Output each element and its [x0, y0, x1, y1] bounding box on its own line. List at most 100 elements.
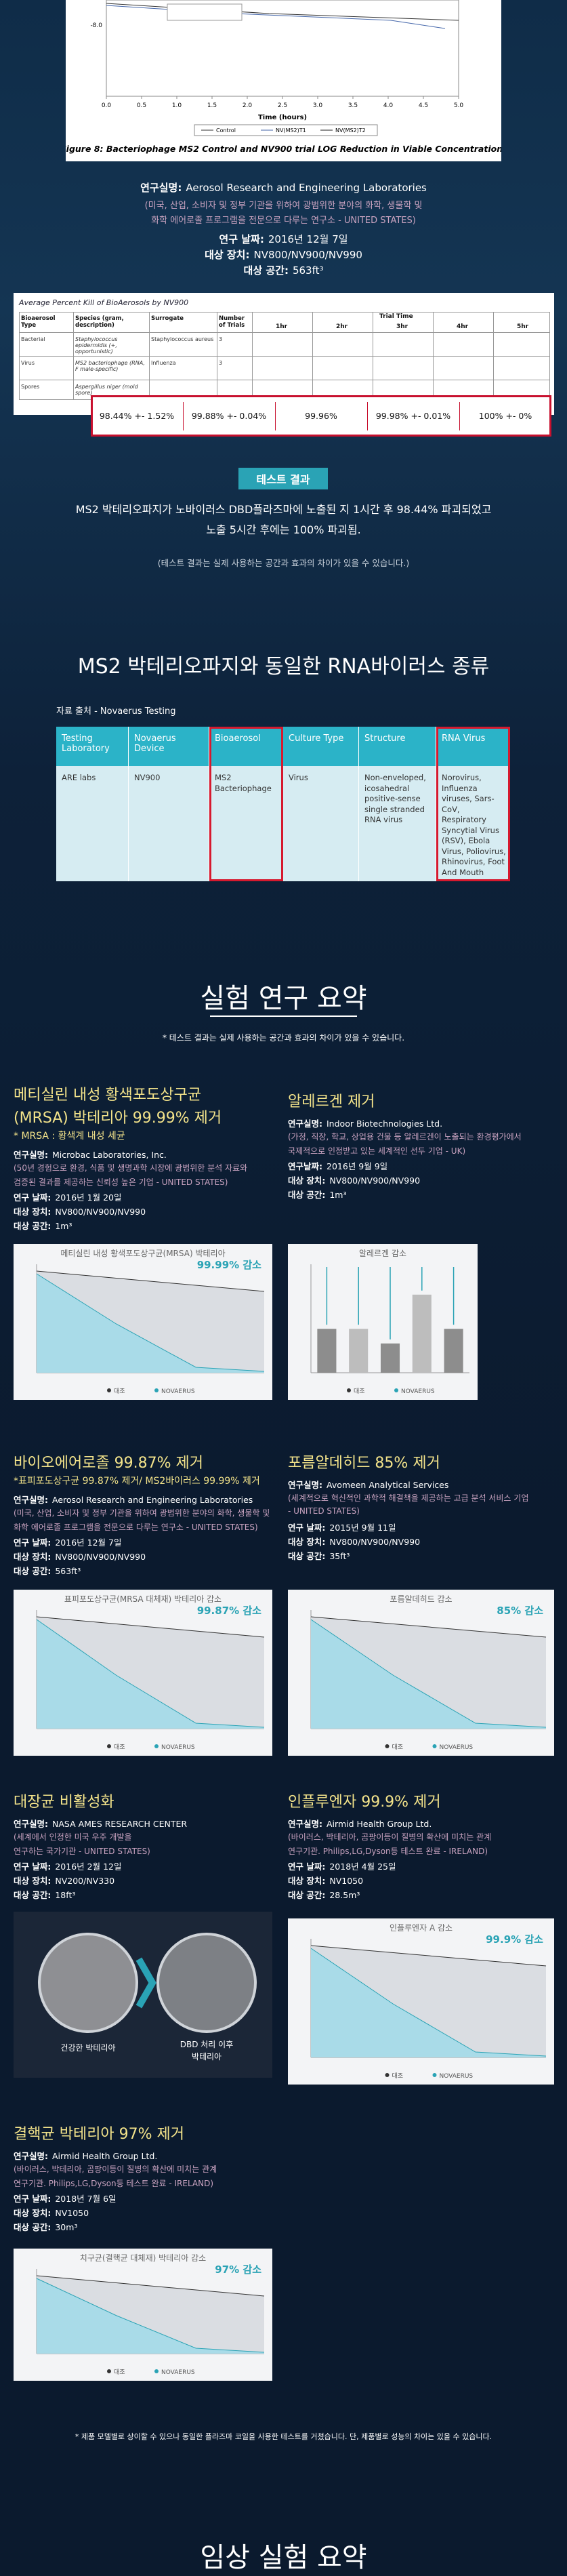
result-note: (테스트 결과는 실제 사용하는 공간과 효과의 차이가 있을 수 있습니다.)	[157, 558, 410, 568]
chart-badge: 99.9% 감소	[486, 1933, 543, 1946]
legend-dot	[432, 2073, 437, 2077]
legend-label: NOVAERUS	[440, 2073, 474, 2080]
source-note: 자료 출처 - Novaerus Testing	[56, 706, 176, 717]
legend-label: 대조	[392, 2072, 404, 2080]
result-badge: 테스트 결과	[238, 468, 328, 489]
x-tick-label: 0.0	[102, 102, 112, 109]
study-subtitle: *표피포도상구균 99.87% 제거/ MS2바이러스 99.99% 제거	[14, 1476, 260, 1487]
study-title: 메티실린 내성 황색포도상구균	[14, 1087, 202, 1104]
table-cell: Influenza	[151, 360, 176, 366]
lab-description: (세계에서 인정한 미국 우주 개발을	[14, 1832, 132, 1842]
novaerus-area	[37, 1274, 264, 1373]
info-line: 연구 날짜: 2016년 2월 12일	[14, 1859, 121, 1872]
info-line: 연구 날짜: 2015년 9월 11일	[288, 1521, 396, 1533]
lab-line: 연구실명: Airmid Health Group Ltd.	[288, 1817, 432, 1830]
lab-line: 연구실명: Indoor Biotechnologies Ltd.	[288, 1116, 442, 1129]
info-value: Aerosol Research and Engineering Laborat…	[52, 1495, 253, 1505]
table-header-cell	[359, 727, 436, 766]
x-tick-label: 1.5	[207, 102, 217, 109]
table-cell: Staphylococcus aureus	[151, 336, 214, 342]
control-line	[310, 1945, 547, 1967]
x-tick-label: 4.0	[383, 102, 394, 109]
control-line	[36, 2275, 265, 2297]
table-rule	[19, 356, 550, 357]
lab-line: 연구실명: Microbac Laboratories, Inc.	[14, 1148, 167, 1161]
figure: -8.0 0.0 0.5 1.0 1.5 2.0 2.5 3.0 3.5 4.0 4.5 5.0 Tim…	[66, 0, 501, 161]
table-header-cell	[129, 727, 209, 766]
info-label: 연구날짜:	[288, 1161, 322, 1171]
healthy-cell	[38, 1933, 138, 2033]
info-value: NV800/NV900/NV990	[55, 1552, 146, 1562]
x-tick-label: 4.5	[419, 102, 428, 109]
lab-description: (세계적으로 혁신적인 과학적 해결책을 제공하는 고급 분석 서비스 기업	[288, 1493, 529, 1503]
legend-dot	[154, 1744, 159, 1748]
results-rule	[367, 402, 368, 430]
info-line: 대상 장치: NV800/NV900/NV990	[288, 1535, 420, 1548]
info-line: 대상 장치: NV800/NV900/NV990	[0, 247, 567, 262]
study-title: 인플루엔자 99.9% 제거	[288, 1794, 441, 1811]
legend-label: NOVAERUS	[161, 1744, 195, 1751]
info-value: 563ft³	[292, 264, 324, 277]
lab-description: (50년 경험으로 환경, 식품 및 생명과학 시장에 광범위한 분석 자료와	[14, 1163, 248, 1173]
y-tick-label: -8.0	[90, 22, 102, 29]
info-line: 대상 공간: 30m³	[14, 2220, 77, 2233]
lab-description: 연구기관. Philips,LG,Dyson등 테스트 완료 - IRELAND…	[288, 1847, 488, 1856]
study-title: (MRSA) 박테리아 99.99% 제거	[14, 1110, 222, 1127]
treated-cell	[156, 1933, 257, 2033]
control-line	[36, 1616, 265, 1638]
table-cell: MS2 Bacteriophage	[215, 773, 272, 793]
results-rule	[275, 402, 276, 430]
info-value: 2015년 9월 11일	[329, 1523, 396, 1533]
bar	[444, 1329, 463, 1373]
legend-label: NOVAERUS	[161, 2369, 195, 2376]
info-value: 2018년 7월 6일	[55, 2194, 117, 2204]
info-line: 대상 장치: NV1050	[288, 1874, 363, 1887]
info-value: Airmid Health Group Ltd.	[52, 2151, 158, 2161]
info-label: 연구 날짜:	[14, 1861, 51, 1872]
table-header: Bioaerosol	[215, 733, 261, 744]
chart-title: 치구균(결핵균 대체재) 박테리아 감소	[80, 2253, 206, 2263]
section-title: MS2 박테리오파지와 동일한 RNA바이러스 종류	[77, 655, 490, 679]
info-value: Avomeen Analytical Services	[327, 1480, 449, 1490]
info-value: 18ft³	[55, 1890, 76, 1900]
info-value: NV1050	[55, 2208, 89, 2218]
result-value: 99.98% +- 0.01%	[375, 411, 451, 421]
results-rule	[183, 402, 184, 430]
lab-line: 연구실명: NASA AMES RESEARCH CENTER	[14, 1817, 187, 1830]
info-line: 연구날짜: 2016년 9월 9일	[288, 1159, 387, 1172]
highlight-box	[436, 727, 510, 881]
table-header: Novaerus Device	[134, 733, 176, 754]
info-label: 대상 공간:	[243, 264, 289, 277]
x-tick-label: 0.5	[137, 102, 146, 109]
x-tick-label: 2.0	[243, 102, 253, 109]
legend-label: NV(MS2)T2	[335, 127, 366, 134]
info-value: NV200/NV330	[55, 1876, 115, 1886]
chart-title: 인플루엔자 A 감소	[390, 1923, 453, 1933]
results-rule	[459, 402, 460, 430]
table-header: 2hr	[336, 323, 348, 330]
info-label: 대상 공간:	[14, 1566, 51, 1576]
legend-dot	[154, 2369, 159, 2373]
info-line: 연구 날짜: 2018년 7월 6일	[14, 2192, 117, 2205]
info-value: 30m³	[55, 2222, 78, 2232]
section-title: 임상 실험 요약	[200, 2542, 367, 2573]
info-line: 연구 날짜: 2016년 12월 7일	[14, 1535, 121, 1548]
legend-label: NOVAERUS	[401, 1388, 435, 1395]
legend-label: NOVAERUS	[161, 1388, 195, 1395]
info-label: 연구 날짜:	[219, 233, 264, 245]
bar	[317, 1329, 337, 1373]
lab-description: (바이러스, 박테리아, 곰팡이등이 질병의 확산에 미치는 관계	[288, 1832, 492, 1842]
lab-description: 연구기관. Philips,LG,Dyson등 테스트 완료 - IRELAND…	[14, 2179, 214, 2188]
legend-dot	[154, 1388, 159, 1392]
info-line: 대상 공간: 1m³	[288, 1188, 347, 1201]
lab-line: 연구실명: Aerosol Research and Engineering La…	[0, 180, 567, 195]
chart-title: 메티실린 내성 황색포도상구균(MRSA) 박테리아	[60, 1249, 225, 1258]
table-cell-bg	[209, 766, 283, 881]
info-label: 대상 장치:	[288, 1537, 326, 1547]
info-line: 연구 날짜: 2018년 4월 25일	[288, 1859, 396, 1872]
info-value: 2016년 1월 20일	[55, 1192, 122, 1203]
table-header: 5hr	[517, 323, 529, 330]
results-box	[91, 395, 551, 437]
